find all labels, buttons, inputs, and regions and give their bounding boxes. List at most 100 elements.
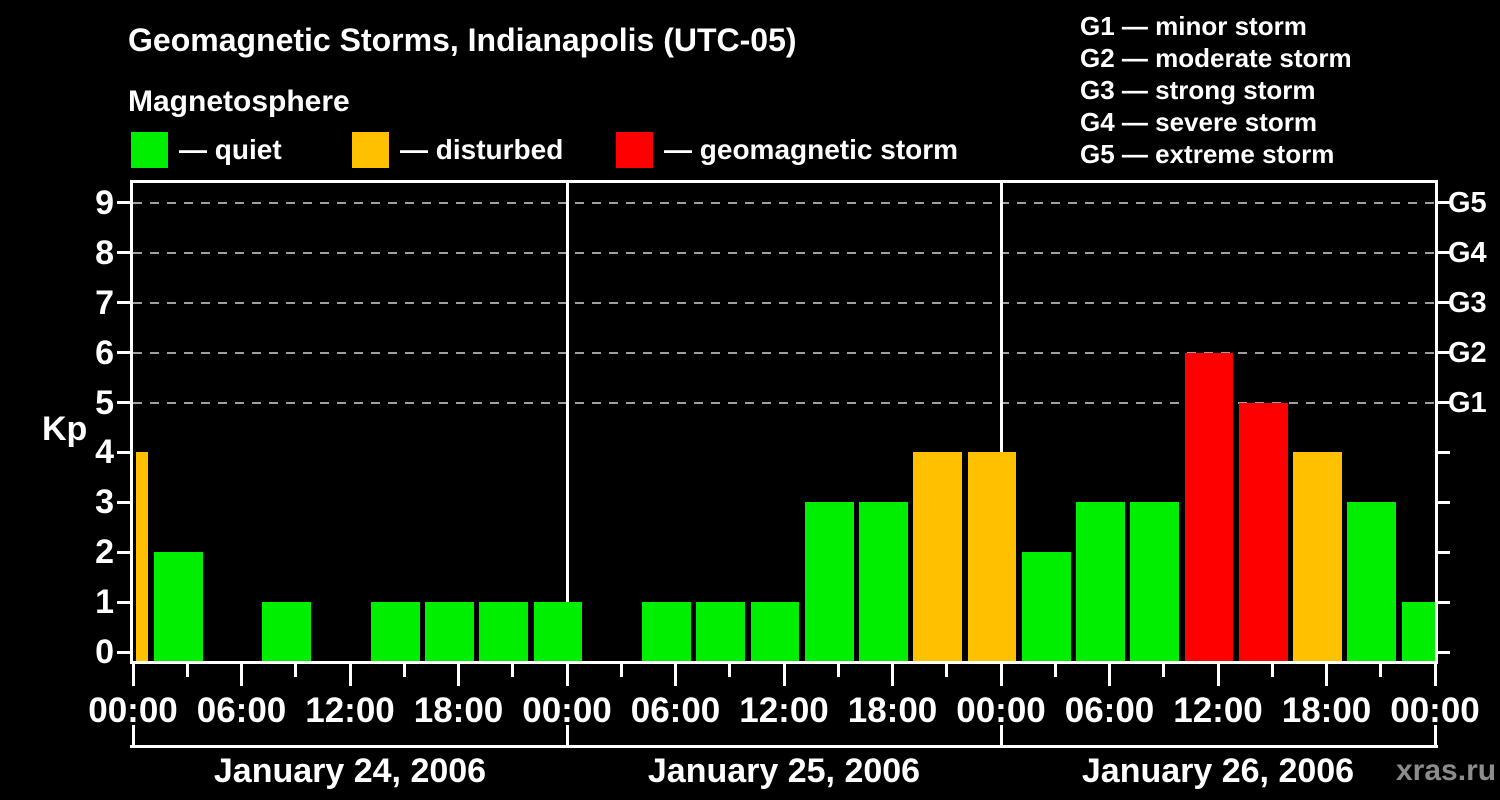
g-legend-line-4: G4 — severe storm [1080,107,1318,137]
kp-bar [804,502,854,661]
kp-bar [913,452,963,661]
y-tick-right [1438,500,1450,504]
y-tick-right [1438,301,1450,305]
x-tick-label: 12:00 [739,691,829,730]
kp-bar [1347,502,1397,661]
y-tick-right [1438,600,1450,604]
legend-item-quiet: — quiet [131,132,282,168]
kp-bar [135,452,149,661]
y-tick-left [117,401,130,404]
y-tick-left [117,600,130,604]
x-tick-label: 18:00 [413,691,504,730]
x-tick-label: 06:00 [1064,691,1155,730]
y-tick-label: 2 [95,533,114,572]
x-tick-major [782,664,786,686]
kp-bar [859,502,908,661]
x-tick-minor [185,664,189,677]
legend-swatch-quiet [131,132,168,168]
gridline-kp8 [133,251,1435,254]
x-tick-major [1216,664,1220,686]
plot-frame [130,180,1438,664]
date-label: January 25, 2006 [647,752,921,790]
y-tick-right [1438,351,1450,355]
kp-bar [1184,352,1234,661]
y-tick-left [117,251,130,255]
g-scale-legend: G1 — minor storm G2 — moderate storm G3 — … [1080,10,1352,170]
kp-bar [642,602,691,661]
legend-label-quiet: — quiet [179,134,282,165]
x-tick-label: 00:00 [88,691,178,730]
kp-bar [750,602,800,661]
date-label: January 26, 2006 [1081,752,1355,790]
legend-item-storm: — geomagnetic storm [616,132,958,168]
y-tick-left [117,351,130,355]
date-bracket-line [130,745,1438,748]
g-legend-line-2: G2 — moderate storm [1080,43,1352,73]
y-tick-left [117,650,130,654]
x-tick-minor [511,664,515,677]
kp-bar [1076,502,1125,661]
y-tick-label: 8 [95,233,114,272]
y-tick-right [1438,550,1450,554]
x-tick-major [348,664,352,686]
legend-item-disturbed: — disturbed [352,132,563,168]
y-tick-left [117,201,130,205]
x-tick-major [674,664,677,686]
x-tick-major [131,664,135,686]
kp-bar [1401,602,1435,661]
x-tick-minor [1270,664,1274,677]
x-tick-label: 12:00 [305,691,395,730]
gridline-kp9 [133,201,1435,204]
kp-bar [479,602,529,661]
y-tick-label: 3 [95,483,114,522]
x-tick-major [565,664,569,686]
watermark: xras.ru [1396,754,1497,787]
x-tick-label: 00:00 [522,691,612,730]
date-bracket-tick [131,725,135,748]
kp-bar [370,602,420,661]
legend-label-disturbed: — disturbed [400,134,564,165]
kp-bar [1021,552,1071,661]
x-tick-minor [1053,664,1057,677]
y-tick-right [1438,650,1450,654]
date-bracket-tick [565,725,569,748]
y-tick-label: 9 [95,183,114,222]
y-tick-right [1438,251,1450,255]
y-tick-label: 6 [95,333,114,372]
plot-area: 0 1 2 3 4 5 6 7 8 9 G1 G2 G3 G4 G5 00:00 06:00 12:00 18:00… [88,180,1487,790]
date-bracket-tick [999,725,1003,748]
y-axis-title: Kp [42,410,88,448]
y-tick-right [1438,450,1450,454]
legend-label-storm: — geomagnetic storm [664,134,959,165]
legend-swatch-storm [616,132,653,168]
y-tick-label: 1 [95,583,114,622]
kp-bar [696,602,746,661]
magnetosphere-legend: — quiet — disturbed — geomagnetic storm [0,132,1100,170]
kp-bar [425,602,474,661]
y-tick-left [117,550,130,554]
x-tick-minor [836,664,840,677]
gridline-kp7 [133,301,1435,304]
g-legend-line-3: G3 — strong storm [1080,75,1316,105]
g-level-label: G5 [1448,186,1487,219]
x-tick-major [891,664,894,686]
x-tick-major [457,664,460,686]
y-tick-left [117,450,130,454]
x-tick-minor [728,664,732,677]
kp-bar [967,452,1017,661]
x-tick-major [240,664,243,686]
g-level-label: G2 [1448,336,1487,369]
y-tick-left [117,500,130,504]
x-tick-minor [1162,664,1166,677]
kp-bar [1238,402,1288,661]
y-tick-label: 0 [95,633,114,671]
date-label: January 24, 2006 [213,752,487,790]
x-tick-major [1325,664,1328,686]
x-tick-minor [402,664,406,677]
x-tick-label: 18:00 [847,691,938,730]
y-tick-right [1438,401,1450,404]
kp-bar [153,552,203,661]
x-tick-minor [294,664,298,677]
x-tick-label: 06:00 [630,691,721,730]
